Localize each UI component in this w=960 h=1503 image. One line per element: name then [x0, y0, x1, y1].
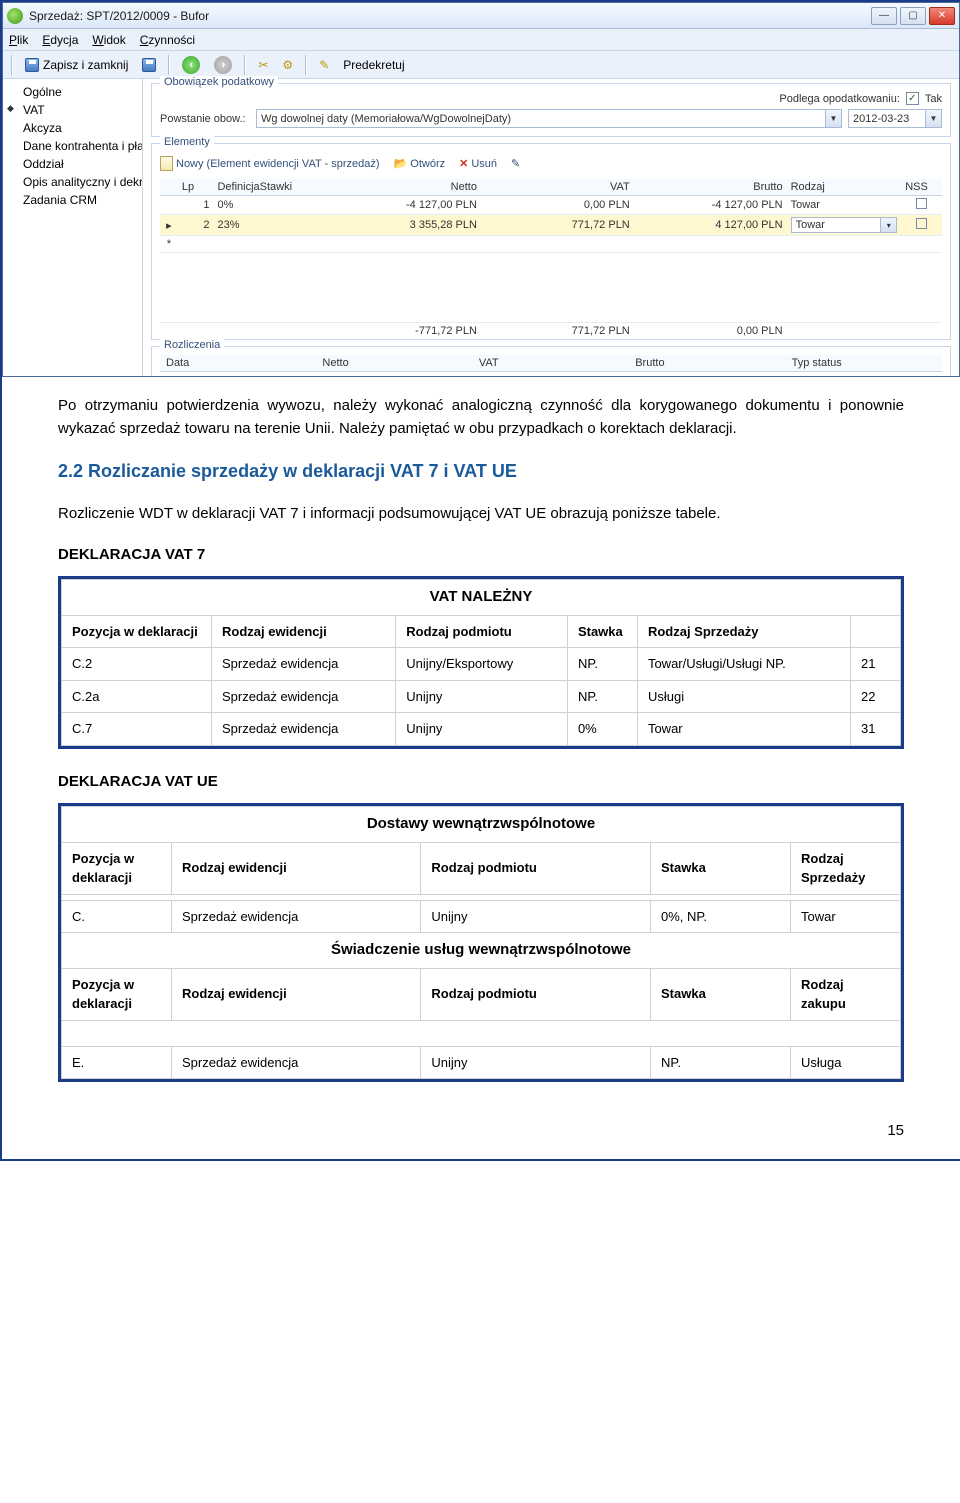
paragraph-1: Po otrzymaniu potwierdzenia wywozu, nale… — [58, 395, 904, 440]
save-close-button[interactable]: Zapisz i zamknij — [21, 56, 132, 74]
group-obowiazek: Obowiązek podatkowy Podlega opodatkowani… — [151, 83, 951, 137]
open-icon: 📂 — [394, 157, 408, 170]
toolbar: Zapisz i zamknij ‹ › ✂ ⚙ ✎ Predekretuj — [3, 51, 959, 79]
app-icon — [7, 8, 23, 24]
window-title: Sprzedaż: SPT/2012/0009 - Bufor — [29, 9, 871, 23]
nav-oddzial[interactable]: Oddział — [3, 155, 142, 173]
save-button[interactable] — [138, 56, 160, 74]
nav-akcyza[interactable]: Akcyza — [3, 119, 142, 137]
delete-icon: ✕ — [459, 157, 468, 170]
powstanie-label: Powstanie obow.: — [160, 113, 250, 125]
forward-button[interactable]: › — [214, 56, 232, 74]
tools-button-3[interactable]: ✎ — [315, 56, 333, 74]
tools-button-2[interactable]: ⚙ — [278, 56, 297, 74]
predekretuj-button[interactable]: Predekretuj — [339, 56, 408, 74]
table-row: C.2aSprzedaż ewidencjaUnijnyNP.Usługi22 — [62, 680, 901, 713]
table-row: C.2Sprzedaż ewidencjaUnijny/EksportowyNP… — [62, 648, 901, 681]
nav-dane[interactable]: Dane kontrahenta i płatn — [3, 137, 142, 155]
delete-button[interactable]: ✕Usuń — [459, 157, 497, 170]
edit-button[interactable]: ✎ — [511, 157, 520, 170]
table-row: C.7Sprzedaż ewidencjaUnijny0%Towar31 — [62, 713, 901, 746]
app-window: Sprzedaż: SPT/2012/0009 - Bufor — ▢ ✕ Pl… — [2, 2, 960, 377]
table-row[interactable]: 1 0% -4 127,00 PLN 0,00 PLN -4 127,00 PL… — [160, 196, 942, 215]
paragraph-2: Rozliczenie WDT w deklaracji VAT 7 i inf… — [58, 503, 904, 526]
left-nav: Ogólne VAT Akcyza Dane kontrahenta i pła… — [3, 79, 143, 376]
podlega-label: Podlega opodatkowaniu: — [779, 93, 899, 105]
table-row-new[interactable]: * — [160, 236, 942, 253]
open-button[interactable]: 📂Otwórz — [394, 157, 446, 170]
new-button[interactable]: Nowy (Element ewidencji VAT - sprzedaż) — [160, 156, 380, 171]
table-row: C. Sprzedaż ewidencja Unijny 0%, NP. Tow… — [62, 900, 901, 933]
page-number: 15 — [2, 1122, 960, 1139]
menu-file[interactable]: Plik — [9, 33, 28, 47]
table-row[interactable]: ▸ 2 23% 3 355,28 PLN 771,72 PLN 4 127,00… — [160, 215, 942, 236]
vat-table: Lp DefinicjaStawki Netto VAT Brutto Rodz… — [160, 179, 942, 339]
totals-row: -771,72 PLN 771,72 PLN 0,00 PLN — [160, 323, 942, 340]
group-rozliczenia: Rozliczenia Data Netto VAT Brutto Typ st… — [151, 346, 951, 376]
titlebar: Sprzedaż: SPT/2012/0009 - Bufor — ▢ ✕ — [3, 3, 959, 29]
table1-caption: DEKLARACJA VAT 7 — [58, 544, 904, 567]
table-vatue: Dostawy wewnątrzwspólnotowe Pozycja w de… — [58, 803, 904, 1082]
nav-opis[interactable]: Opis analityczny i dekret — [3, 173, 142, 191]
maximize-button[interactable]: ▢ — [900, 7, 926, 25]
save-icon — [142, 58, 156, 72]
close-button[interactable]: ✕ — [929, 7, 955, 25]
nss-checkbox[interactable] — [916, 198, 927, 209]
nav-ogolne[interactable]: Ogólne — [3, 83, 142, 101]
menu-edit[interactable]: Edycja — [42, 33, 78, 47]
minimize-button[interactable]: — — [871, 7, 897, 25]
back-button[interactable]: ‹ — [182, 56, 200, 74]
new-icon — [160, 156, 173, 171]
table-row: E. Sprzedaż ewidencja Unijny NP. Usługa — [62, 1046, 901, 1079]
date-combo[interactable]: 2012-03-23▼ — [848, 109, 942, 128]
tools-button-1[interactable]: ✂ — [254, 56, 272, 74]
powstanie-combo[interactable]: Wg dowolnej daty (Memoriałowa/WgDowolnej… — [256, 109, 842, 128]
nss-checkbox[interactable] — [916, 218, 927, 229]
menu-actions[interactable]: Czynności — [140, 33, 195, 47]
page: Sprzedaż: SPT/2012/0009 - Bufor — ▢ ✕ Pl… — [0, 0, 960, 1161]
group-elementy: Elementy Nowy (Element ewidencji VAT - s… — [151, 143, 951, 340]
table2-caption: DEKLARACJA VAT UE — [58, 771, 904, 794]
nav-crm[interactable]: Zadania CRM — [3, 191, 142, 209]
podlega-checkbox[interactable]: ✓ — [906, 92, 919, 105]
menubar: Plik Edycja Widok Czynności — [3, 29, 959, 51]
nav-vat[interactable]: VAT — [3, 101, 142, 119]
right-pane: Obowiązek podatkowy Podlega opodatkowani… — [143, 79, 959, 376]
section-heading: 2.2 Rozliczanie sprzedaży w deklaracji V… — [58, 458, 904, 485]
table-vat7: VAT NALEŻNY Pozycja w deklaracji Rodzaj … — [58, 576, 904, 749]
menu-view[interactable]: Widok — [92, 33, 125, 47]
save-icon — [25, 58, 39, 72]
article-body: Po otrzymaniu potwierdzenia wywozu, nale… — [2, 395, 960, 1082]
